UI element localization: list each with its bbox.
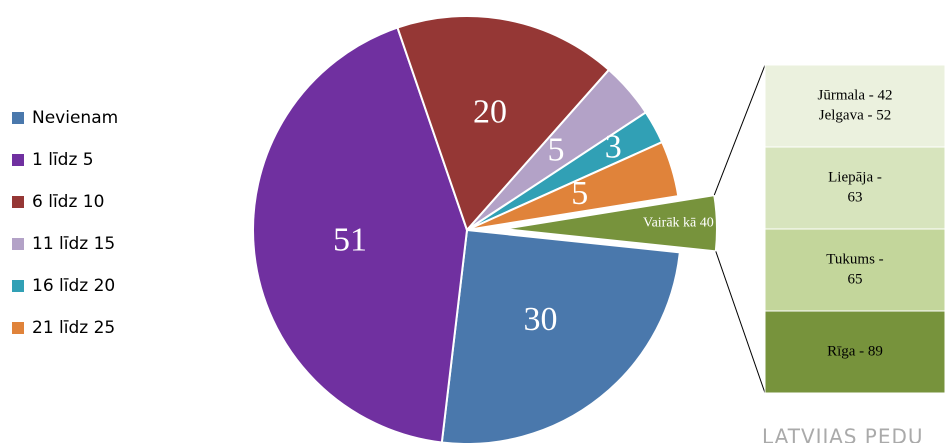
- legend-swatch: [12, 322, 24, 334]
- data-label: 5: [547, 132, 564, 169]
- legend-swatch: [12, 238, 24, 250]
- pie-slice: [502, 193, 718, 253]
- legend-swatch: [12, 196, 24, 208]
- segment-label: Jūrmala - 42: [818, 87, 893, 103]
- segment-label: Liepāja -: [828, 169, 882, 185]
- segment-label: Rīga - 89: [827, 343, 883, 359]
- legend-swatch: [12, 154, 24, 166]
- segment-label: 65: [848, 271, 863, 287]
- data-label: 30: [523, 301, 557, 338]
- bar-segment: [764, 64, 946, 148]
- legend-label: Nevienam: [32, 108, 118, 128]
- segment-label: Jelgava - 52: [819, 107, 891, 123]
- data-label: Vairāk kā 40: [643, 215, 714, 230]
- legend-label: 6 līdz 10: [32, 192, 104, 212]
- data-label: 51: [333, 221, 367, 258]
- legend-label: 21 līdz 25: [32, 318, 115, 338]
- data-label: 5: [571, 175, 588, 212]
- legend-label: 1 līdz 5: [32, 150, 94, 170]
- legend-label: 16 līdz 20: [32, 276, 115, 296]
- pie-slice: [252, 26, 469, 443]
- footer: LATVIJAS PEDU: [762, 425, 924, 443]
- data-label: 20: [473, 93, 507, 130]
- legend-swatch: [12, 280, 24, 292]
- segment-label: Tukums -: [826, 251, 883, 267]
- bar-segment: [764, 310, 946, 394]
- data-label: 3: [605, 128, 622, 165]
- legend-swatch: [12, 112, 24, 124]
- pie-slice: [396, 15, 611, 232]
- legend-label: 11 līdz 15: [32, 234, 115, 254]
- segment-label: 63: [848, 189, 863, 205]
- connector: [715, 251, 766, 394]
- connector: [713, 64, 766, 196]
- pie-slice: [440, 228, 681, 443]
- bar-segment: [764, 228, 946, 312]
- pie-slice: [466, 140, 680, 231]
- bar-segment: [764, 146, 946, 230]
